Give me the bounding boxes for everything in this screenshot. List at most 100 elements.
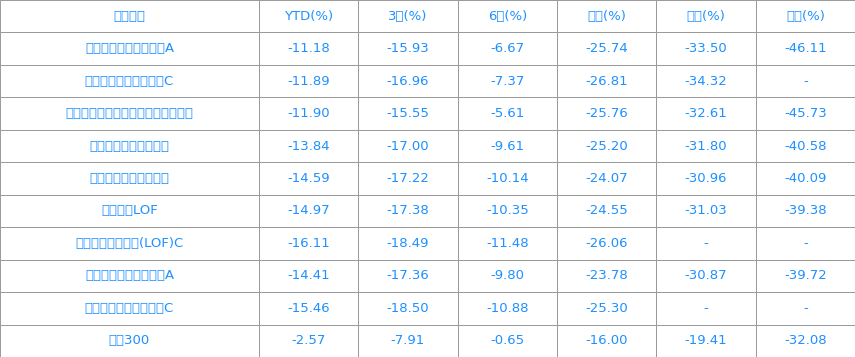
Bar	[657, 292, 756, 325]
Bar	[756, 325, 855, 357]
Text: -13.84: -13.84	[287, 140, 330, 152]
Bar	[259, 227, 358, 260]
Bar	[0, 162, 259, 195]
Text: -16.00: -16.00	[586, 334, 628, 347]
Bar	[259, 0, 358, 32]
Bar	[657, 162, 756, 195]
Text: -30.87: -30.87	[685, 270, 728, 282]
Bar	[358, 195, 457, 227]
Text: 景顺长城集英成长两年定期开放混合: 景顺长城集英成长两年定期开放混合	[66, 107, 193, 120]
Bar	[557, 292, 657, 325]
Text: -9.61: -9.61	[490, 140, 524, 152]
Text: -14.97: -14.97	[287, 205, 330, 217]
Text: -15.55: -15.55	[386, 107, 429, 120]
Text: -6.67: -6.67	[490, 42, 524, 55]
Text: -30.96: -30.96	[685, 172, 728, 185]
Text: -10.88: -10.88	[486, 302, 528, 315]
Text: -46.11: -46.11	[784, 42, 827, 55]
Bar	[557, 325, 657, 357]
Text: -11.90: -11.90	[287, 107, 330, 120]
Bar	[756, 97, 855, 130]
Bar	[0, 130, 259, 162]
Text: -19.41: -19.41	[685, 334, 728, 347]
Bar	[457, 0, 557, 32]
Text: -17.38: -17.38	[386, 205, 429, 217]
Bar	[657, 97, 756, 130]
Text: -11.48: -11.48	[486, 237, 528, 250]
Bar	[756, 162, 855, 195]
Bar	[457, 260, 557, 292]
Bar	[0, 325, 259, 357]
Text: -24.55: -24.55	[586, 205, 628, 217]
Bar	[457, 227, 557, 260]
Text: 景顺长城绩优成长混合C: 景顺长城绩优成长混合C	[85, 75, 174, 87]
Text: -: -	[704, 237, 708, 250]
Bar	[457, 97, 557, 130]
Text: -39.72: -39.72	[784, 270, 827, 282]
Text: 3月(%): 3月(%)	[388, 10, 428, 23]
Bar	[0, 0, 259, 32]
Bar	[557, 227, 657, 260]
Text: 景顺长城鼎益混合(LOF)C: 景顺长城鼎益混合(LOF)C	[75, 237, 184, 250]
Text: -14.59: -14.59	[287, 172, 330, 185]
Text: -25.74: -25.74	[586, 42, 628, 55]
Bar	[657, 130, 756, 162]
Text: -31.80: -31.80	[685, 140, 728, 152]
Bar	[0, 227, 259, 260]
Bar	[358, 65, 457, 97]
Text: -31.03: -31.03	[685, 205, 728, 217]
Bar	[557, 97, 657, 130]
Text: -15.93: -15.93	[386, 42, 429, 55]
Bar	[259, 65, 358, 97]
Bar	[457, 32, 557, 65]
Text: -: -	[803, 302, 808, 315]
Bar	[457, 162, 557, 195]
Bar	[358, 0, 457, 32]
Bar	[358, 227, 457, 260]
Bar	[756, 65, 855, 97]
Text: -16.96: -16.96	[386, 75, 429, 87]
Text: 沪深300: 沪深300	[109, 334, 150, 347]
Bar	[557, 32, 657, 65]
Text: -0.65: -0.65	[490, 334, 524, 347]
Text: -26.81: -26.81	[586, 75, 628, 87]
Text: 6月(%): 6月(%)	[487, 10, 527, 23]
Text: -17.00: -17.00	[386, 140, 429, 152]
Bar	[756, 0, 855, 32]
Text: -: -	[704, 302, 708, 315]
Bar	[557, 162, 657, 195]
Text: 景顺鼎益LOF: 景顺鼎益LOF	[101, 205, 158, 217]
Text: 两年(%): 两年(%)	[687, 10, 725, 23]
Text: -11.18: -11.18	[287, 42, 330, 55]
Bar	[0, 260, 259, 292]
Bar	[358, 260, 457, 292]
Bar	[0, 97, 259, 130]
Text: 基金简称: 基金简称	[114, 10, 145, 23]
Bar	[457, 292, 557, 325]
Text: -25.30: -25.30	[586, 302, 628, 315]
Bar	[657, 227, 756, 260]
Text: 一年(%): 一年(%)	[587, 10, 626, 23]
Bar	[756, 32, 855, 65]
Text: -18.49: -18.49	[386, 237, 429, 250]
Text: -5.61: -5.61	[490, 107, 524, 120]
Bar	[358, 97, 457, 130]
Bar	[358, 130, 457, 162]
Bar	[657, 0, 756, 32]
Text: 景顺长城内需贰号混合: 景顺长城内需贰号混合	[90, 172, 169, 185]
Bar	[259, 292, 358, 325]
Bar	[358, 325, 457, 357]
Text: -40.09: -40.09	[784, 172, 827, 185]
Bar	[0, 292, 259, 325]
Bar	[0, 32, 259, 65]
Bar	[259, 260, 358, 292]
Bar	[557, 65, 657, 97]
Bar	[0, 65, 259, 97]
Text: -14.41: -14.41	[287, 270, 330, 282]
Bar	[259, 97, 358, 130]
Text: -7.37: -7.37	[490, 75, 524, 87]
Bar	[657, 325, 756, 357]
Text: -25.76: -25.76	[586, 107, 628, 120]
Text: -23.78: -23.78	[586, 270, 628, 282]
Text: -: -	[803, 237, 808, 250]
